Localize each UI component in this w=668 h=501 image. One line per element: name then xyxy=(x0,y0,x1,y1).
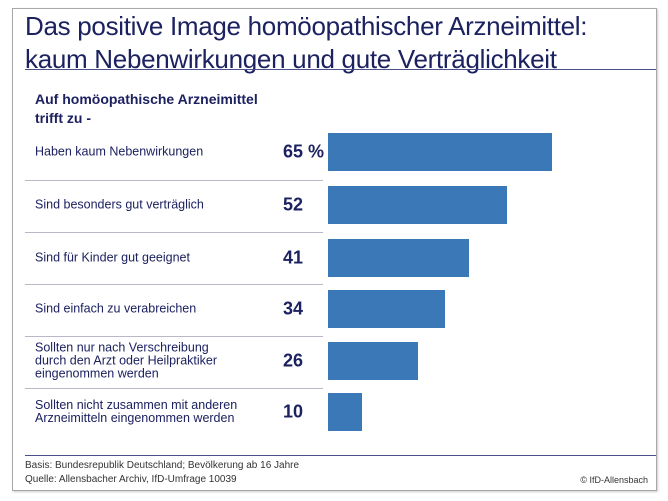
category-label-line: eingenommen werden xyxy=(35,366,159,381)
category-label-line: Arzneimitteln eingenommen werden xyxy=(35,411,235,425)
bar xyxy=(328,239,470,277)
footer-basis: Basis: Bundesrepublik Deutschland; Bevöl… xyxy=(25,460,300,471)
row-separator xyxy=(25,180,323,181)
category-label-line: Haben kaum Nebenwirkungen xyxy=(35,144,204,159)
title-line-1: Das positive Image homöopathischer Arzne… xyxy=(25,11,588,41)
category-label: Sollten nicht zusammen mit anderen Arznei… xyxy=(35,399,237,425)
row-separator xyxy=(25,336,323,337)
chart-frame xyxy=(12,8,657,491)
category-label-line: durch den Arzt oder Heilpraktiker xyxy=(35,353,218,368)
category-label: Sind besonders gut verträglich xyxy=(35,197,204,212)
bar xyxy=(328,290,446,328)
category-label: Sind einfach zu verabreichen xyxy=(35,301,197,316)
bar xyxy=(328,393,363,431)
category-label: Haben kaum Nebenwirkungen xyxy=(35,144,204,159)
value-label: 34 xyxy=(283,298,304,319)
bar xyxy=(328,342,418,380)
bar xyxy=(328,186,508,224)
title-divider xyxy=(25,69,656,70)
row-separator xyxy=(25,232,323,233)
bar xyxy=(328,133,552,171)
category-label: Sind für Kinder gut geeignet xyxy=(35,250,190,265)
category-label: Sollten nur nach Verschreibung durch den … xyxy=(35,340,218,381)
row-separator xyxy=(25,284,323,285)
value-label: 26 xyxy=(283,350,304,371)
value-label: 65 % xyxy=(283,141,325,162)
subtitle-line-1: Auf homöopathische Arzneimittel xyxy=(35,91,258,107)
title-line-2: kaum Nebenwirkungen und gute Verträglich… xyxy=(25,44,557,74)
chart-title: Das positive Image homöopathischer Arzne… xyxy=(25,10,588,76)
category-label-line: Sind einfach zu verabreichen xyxy=(35,301,197,316)
category-label-line: Sind für Kinder gut geeignet xyxy=(35,250,190,265)
chart-subtitle: Auf homöopathische Arzneimittel trifft z… xyxy=(35,90,258,128)
subtitle-line-2: trifft zu - xyxy=(35,110,91,126)
value-label: 41 xyxy=(283,247,304,268)
footer-source: Quelle: Allensbacher Archiv, IfD-Umfrage… xyxy=(25,474,237,485)
footer-divider xyxy=(25,455,656,456)
category-label-line: Sollten nur nach Verschreibung xyxy=(35,340,209,355)
copyright: © IfD-Allensbach xyxy=(580,475,648,485)
row-separator xyxy=(25,388,323,389)
value-label: 52 xyxy=(283,194,304,215)
value-label: 10 xyxy=(283,401,304,422)
category-label-line: Sollten nicht zusammen mit anderen xyxy=(35,398,238,412)
footer-notes: Basis: Bundesrepublik Deutschland; Bevöl… xyxy=(25,459,299,487)
category-label-line: Sind besonders gut verträglich xyxy=(35,197,204,212)
